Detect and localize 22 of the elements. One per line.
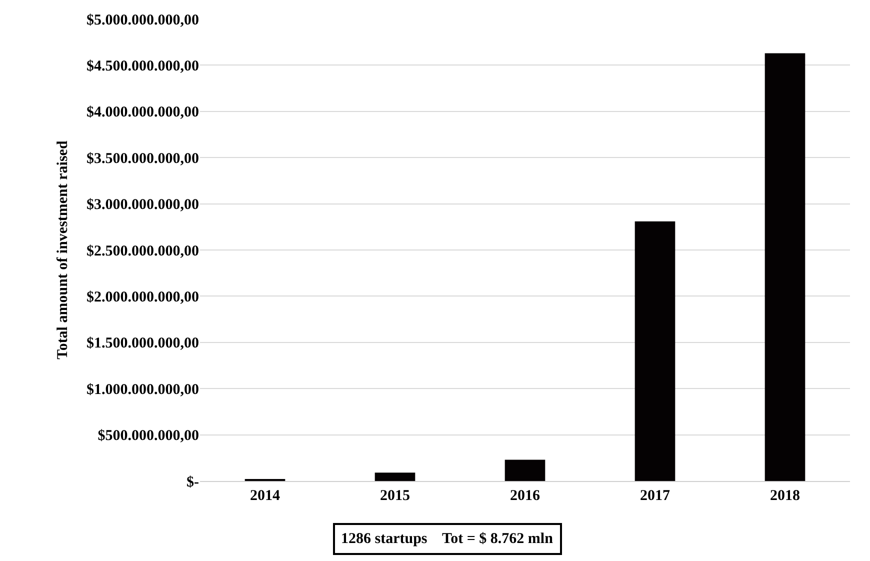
y-tick-label: $500.000.000,00 <box>98 428 199 444</box>
y-tick-label: $- <box>186 474 199 490</box>
y-tick-label: $1.000.000.000,00 <box>86 382 199 398</box>
bar <box>764 53 806 481</box>
y-tick-label: $4.500.000.000,00 <box>86 58 199 74</box>
y-tick-label: $3.000.000.000,00 <box>86 197 199 214</box>
bar <box>504 460 546 481</box>
x-tick-label: 2016 <box>510 488 540 504</box>
y-tick-label: $5.000.000.000,00 <box>86 12 199 28</box>
x-tick-label: 2017 <box>640 488 670 504</box>
bar <box>374 472 416 481</box>
x-tick-label: 2018 <box>770 488 800 504</box>
x-tick-label: 2014 <box>250 488 280 504</box>
bar <box>634 221 676 481</box>
y-tick-label: $1.500.000.000,00 <box>86 336 199 352</box>
text: 1286 startups Tot = $ 8.762 mln <box>341 531 554 547</box>
y-tick-label: $4.000.000.000,00 <box>86 104 199 121</box>
x-tick-label: 2015 <box>380 488 410 504</box>
y-axis-title: Total amount of investment raised <box>54 140 71 360</box>
y-tick-label: $2.500.000.000,00 <box>86 243 199 260</box>
y-tick-label: $2.000.000.000,00 <box>86 289 199 306</box>
y-tick-label: $3.500.000.000,00 <box>86 150 199 167</box>
